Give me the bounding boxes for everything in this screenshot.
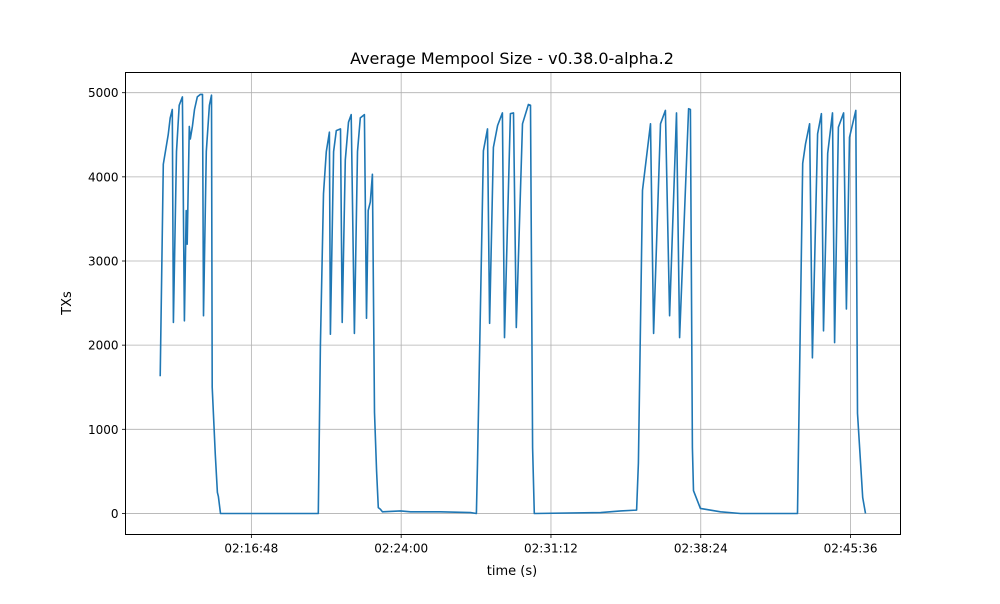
ticks: 02:16:48 02:24:00 02:31:12 02:38:24 02:45:36… [88,86,878,555]
grid [125,72,901,535]
series-line [159,93,867,515]
axes-frame [125,72,901,535]
x-tick-label: 02:45:36 [824,542,878,556]
y-axis-label: TXs [60,291,75,316]
y-tick-label: 1000 [88,423,119,437]
x-tick-label: 02:31:12 [524,542,578,556]
y-tick-label: 5000 [88,86,119,100]
y-tick-label: 4000 [88,170,119,184]
y-tick-label: 3000 [88,255,119,269]
x-tick-label: 02:24:00 [374,542,428,556]
y-tick-label: 0 [111,507,119,521]
x-axis-label: time (s) [487,564,537,579]
y-tick-label: 2000 [88,339,119,353]
x-tick-label: 02:38:24 [674,542,728,556]
chart-title: Average Mempool Size - v0.38.0-alpha.2 [350,49,674,68]
x-tick-label: 02:16:48 [224,542,278,556]
plot-area [159,93,867,515]
